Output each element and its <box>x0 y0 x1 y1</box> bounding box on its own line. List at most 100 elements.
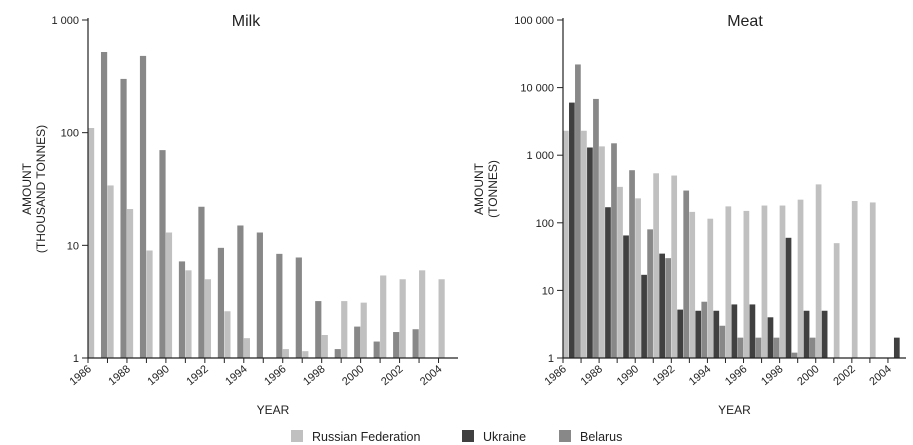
y-tick-label: 1 000 <box>51 15 79 27</box>
bar-meat-russian-federation-1992 <box>671 175 678 358</box>
bar-milk-belarus-1993 <box>237 225 244 358</box>
bar-meat-belarus-1996 <box>755 337 762 358</box>
legend-swatch-russian-federation <box>291 430 303 442</box>
x-axis-label: YEAR <box>718 403 751 417</box>
x-tick-label: 1986 <box>67 363 93 388</box>
bar-milk-russian-federation-1990 <box>165 232 173 358</box>
bar-meat-ukraine-1988 <box>605 207 611 358</box>
x-tick-label: 2002 <box>379 363 405 388</box>
bar-milk-russian-federation-2001 <box>380 275 387 358</box>
bar-milk-russian-federation-1997 <box>302 351 309 358</box>
bar-meat-belarus-1993 <box>701 301 708 358</box>
bar-meat-russian-federation-2002 <box>851 201 858 358</box>
bar-meat-ukraine-1987 <box>587 147 593 358</box>
x-tick-label: 1992 <box>184 363 210 388</box>
legend: Russian Federation Ukraine Belarus <box>291 430 622 444</box>
y-tick-label: 100 <box>536 218 554 230</box>
bar-meat-russian-federation-1994 <box>707 218 714 358</box>
bar-milk-belarus-1989 <box>159 150 166 358</box>
x-tick-label: 2000 <box>795 363 821 388</box>
bar-milk-russian-federation-1992 <box>204 279 212 358</box>
bar-milk-belarus-1991 <box>198 206 205 358</box>
bar-meat-belarus-1997 <box>773 337 780 358</box>
bar-milk-belarus-1992 <box>217 247 225 358</box>
x-tick-label: 1994 <box>223 363 249 388</box>
bar-meat-belarus-1989 <box>629 170 635 358</box>
x-tick-label: 1992 <box>651 363 677 388</box>
bar-milk-belarus-2002 <box>412 329 419 358</box>
bar-milk-russian-federation-2004 <box>438 279 445 358</box>
bar-milk-russian-federation-1988 <box>126 209 134 358</box>
legend-swatch-belarus <box>559 430 571 442</box>
bar-meat-ukraine-2000 <box>821 310 828 358</box>
x-tick-label: 1994 <box>687 363 713 388</box>
legend-swatch-ukraine <box>462 430 474 442</box>
bar-milk-russian-federation-1986 <box>88 128 95 358</box>
y-tick-label: 1 <box>548 353 554 365</box>
legend-label-belarus: Belarus <box>580 430 622 444</box>
x-tick-label: 1988 <box>106 363 132 388</box>
y-tick-label: 10 <box>67 240 79 252</box>
bar-milk-belarus-1996 <box>295 257 302 358</box>
bar-meat-russian-federation-1990 <box>635 198 641 358</box>
bar-milk-russian-federation-2002 <box>399 279 406 358</box>
y-axis-label-line: AMOUNT <box>472 162 486 215</box>
bar-meat-russian-federation-1989 <box>617 186 623 358</box>
y-tick-label: 1 000 <box>526 150 554 162</box>
bar-meat-ukraine-1992 <box>677 309 684 358</box>
meat-chart: 1 10 100 1 000 10 000 100 000 1986 1988 1990 1992… <box>472 13 906 417</box>
x-tick-label: 2004 <box>418 363 444 388</box>
x-tick-label: 1996 <box>262 363 288 388</box>
bar-meat-russian-federation-1998 <box>779 205 786 358</box>
bar-meat-ukraine-1990 <box>641 274 647 358</box>
bar-meat-ukraine-1999 <box>803 310 810 358</box>
bar-meat-ukraine-1994 <box>713 310 720 358</box>
y-tick-label: 10 000 <box>520 83 554 95</box>
x-tick-label: 1988 <box>579 363 605 388</box>
bar-meat-russian-federation-1988 <box>599 146 605 358</box>
bar-milk-belarus-2000 <box>373 341 380 358</box>
y-tick-label: 10 <box>542 285 554 297</box>
bar-milk-russian-federation-1991 <box>185 270 192 358</box>
bar-milk-belarus-1998 <box>334 349 341 358</box>
bar-milk-belarus-1999 <box>354 326 361 358</box>
bar-meat-russian-federation-1999 <box>797 199 804 358</box>
bar-milk-russian-federation-1999 <box>341 301 348 358</box>
bar-meat-belarus-1988 <box>611 143 617 358</box>
bar-milk-russian-federation-1987 <box>107 185 114 358</box>
y-tick-label: 100 000 <box>514 15 554 27</box>
bar-meat-belarus-1998 <box>791 352 798 358</box>
bar-meat-belarus-1991 <box>665 258 672 358</box>
bar-milk-russian-federation-1998 <box>321 335 328 358</box>
bar-milk-belarus-1986 <box>100 52 108 358</box>
bar-meat-russian-federation-2000 <box>815 184 822 358</box>
bar-meat-belarus-1994 <box>719 325 726 358</box>
y-tick-label: 100 <box>61 128 79 140</box>
bar-meat-russian-federation-1993 <box>689 211 696 358</box>
chart-title: Milk <box>232 13 261 30</box>
bar-meat-ukraine-1996 <box>749 304 756 358</box>
bar-meat-belarus-1986 <box>575 64 581 358</box>
bar-meat-russian-federation-1995 <box>725 206 732 358</box>
bar-milk-russian-federation-1989 <box>146 250 153 358</box>
bar-meat-ukraine-1989 <box>623 235 629 358</box>
bar-meat-ukraine-1986 <box>569 102 575 358</box>
bar-meat-belarus-1999 <box>809 337 816 358</box>
y-axis-label-line: (THOUSAND TONNES) <box>34 125 48 253</box>
bar-milk-belarus-1997 <box>315 301 322 358</box>
bar-meat-russian-federation-1987 <box>581 130 587 358</box>
x-tick-label: 1998 <box>759 363 785 388</box>
bar-milk-russian-federation-2000 <box>360 302 367 358</box>
bar-milk-belarus-2001 <box>393 332 400 358</box>
bar-meat-ukraine-1998 <box>785 237 792 358</box>
x-tick-label: 1998 <box>301 363 327 388</box>
bar-meat-belarus-1990 <box>647 229 653 358</box>
chart-title: Meat <box>727 13 763 30</box>
x-tick-label: 1986 <box>542 363 568 388</box>
y-axis-label-line: (TONNES) <box>486 160 500 218</box>
bar-meat-ukraine-1993 <box>695 310 702 358</box>
bar-meat-belarus-1987 <box>593 98 599 359</box>
bar-meat-russian-federation-1997 <box>761 205 768 358</box>
bar-meat-russian-federation-1996 <box>743 210 750 358</box>
